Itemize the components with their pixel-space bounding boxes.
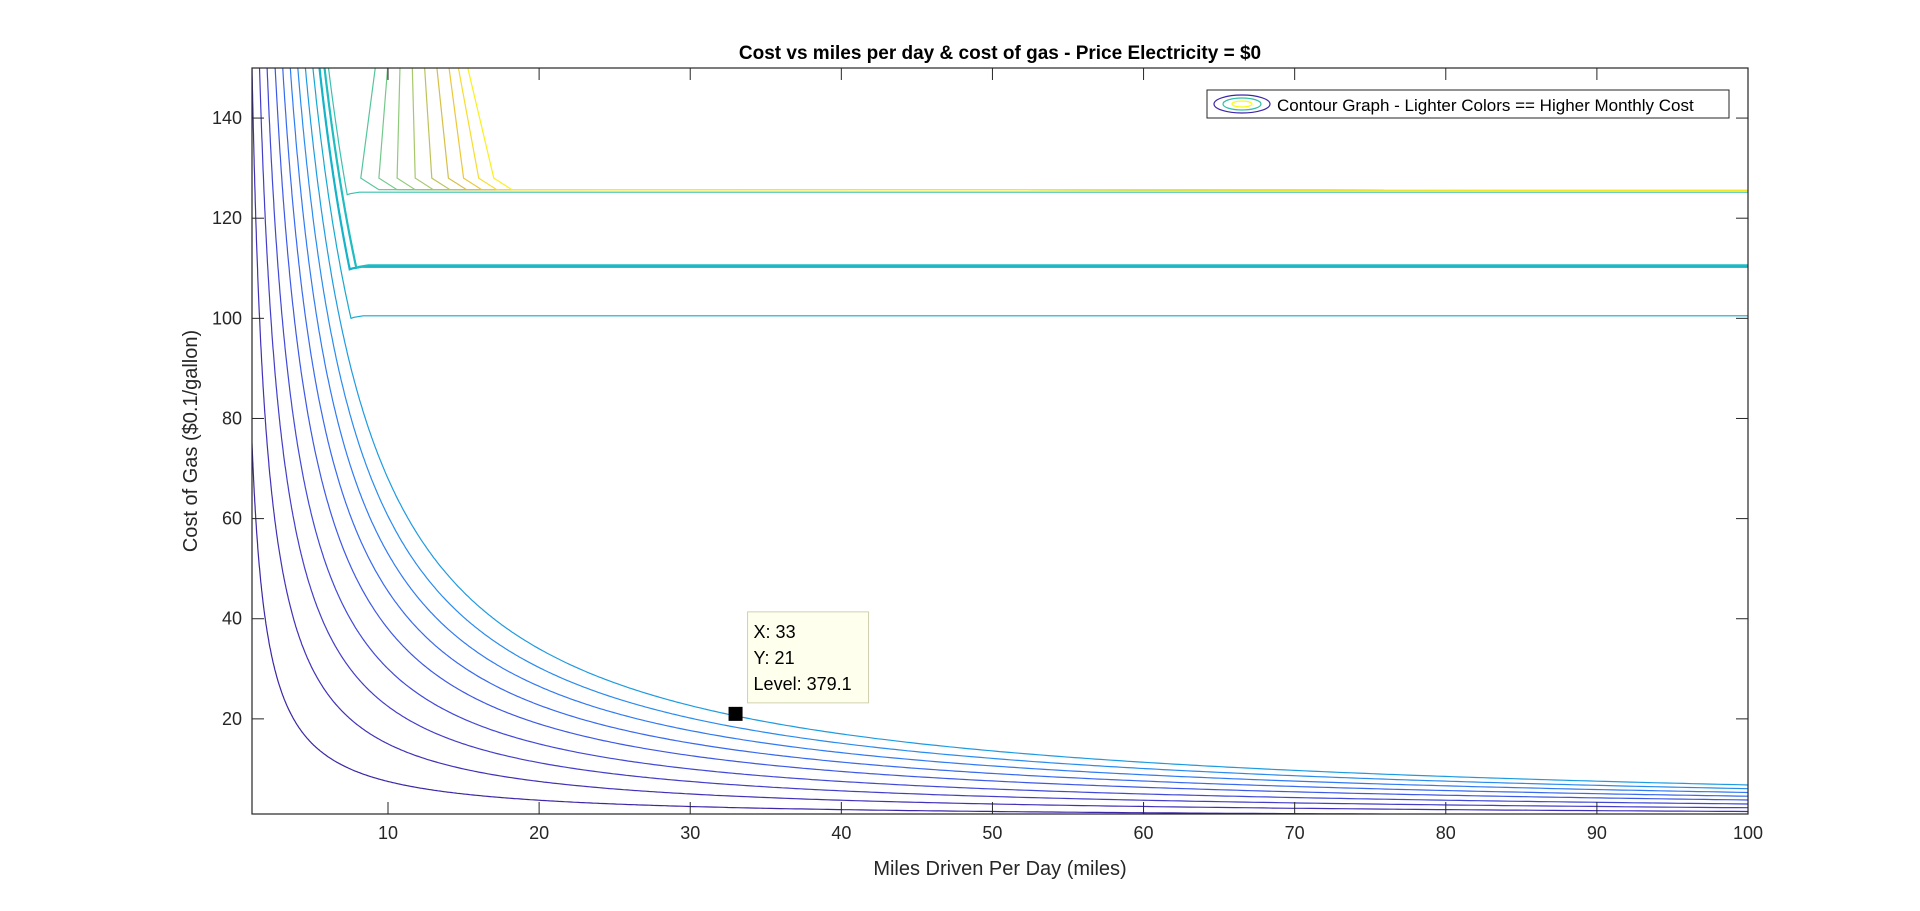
x-tick-label: 10 — [378, 823, 398, 843]
x-tick-label: 50 — [982, 823, 1002, 843]
x-tick-label: 100 — [1733, 823, 1763, 843]
contour-line — [258, 68, 1748, 809]
contour-line — [252, 68, 1748, 813]
datatip-x: X: 33 — [754, 622, 796, 642]
y-tick-label: 140 — [212, 108, 242, 128]
contour-line — [274, 68, 1748, 801]
y-tick-label: 20 — [222, 709, 242, 729]
datatip-level: Level: 379.1 — [754, 674, 852, 694]
contour-line — [282, 68, 1748, 797]
contour-line — [327, 68, 1748, 196]
legend-entry: Contour Graph - Lighter Colors == Higher… — [1277, 96, 1694, 115]
y-tick-label: 40 — [222, 609, 242, 629]
chart-title: Cost vs miles per day & cost of gas - Pr… — [739, 43, 1261, 64]
x-tick-label: 90 — [1587, 823, 1607, 843]
contour-line — [289, 68, 1748, 794]
y-tick-label: 80 — [222, 408, 242, 428]
axes-box — [251, 67, 1749, 815]
y-tick-label: 60 — [222, 509, 242, 529]
y-tick-label: 100 — [212, 308, 242, 328]
datatip-box — [747, 611, 870, 704]
contour-line — [266, 68, 1748, 805]
x-axis-label: Miles Driven Per Day (miles) — [873, 858, 1126, 880]
datatip[interactable]: X: 33 Y: 21 Level: 379.1 — [728, 611, 870, 721]
contour-line — [304, 68, 1748, 786]
contour-line — [323, 68, 1748, 270]
contour-line — [467, 68, 1748, 191]
plot-area — [252, 68, 1748, 814]
legend-box — [1206, 89, 1730, 119]
x-tick-label: 20 — [529, 823, 549, 843]
contour-line — [318, 68, 1748, 271]
datatip-marker[interactable] — [728, 706, 743, 721]
x-tick-label: 30 — [680, 823, 700, 843]
contour-line — [252, 443, 1530, 814]
axis-ticks: 10 20 30 40 50 60 70 80 90 100 20 40 60 80 100 120 140 — [212, 68, 1763, 843]
contour-line — [297, 68, 1748, 790]
x-tick-label: 70 — [1285, 823, 1305, 843]
contour-lines — [252, 68, 1748, 814]
y-tick-label: 120 — [212, 208, 242, 228]
x-tick-label: 40 — [831, 823, 851, 843]
x-tick-label: 60 — [1134, 823, 1154, 843]
datatip-y: Y: 21 — [754, 648, 795, 668]
legend-contour-icon — [1213, 94, 1271, 114]
contour-line — [312, 68, 1748, 320]
x-tick-label: 80 — [1436, 823, 1456, 843]
y-axis-label: Cost of Gas ($0.1/gallon) — [180, 330, 202, 552]
legend[interactable]: Contour Graph - Lighter Colors == Higher… — [1206, 89, 1730, 119]
